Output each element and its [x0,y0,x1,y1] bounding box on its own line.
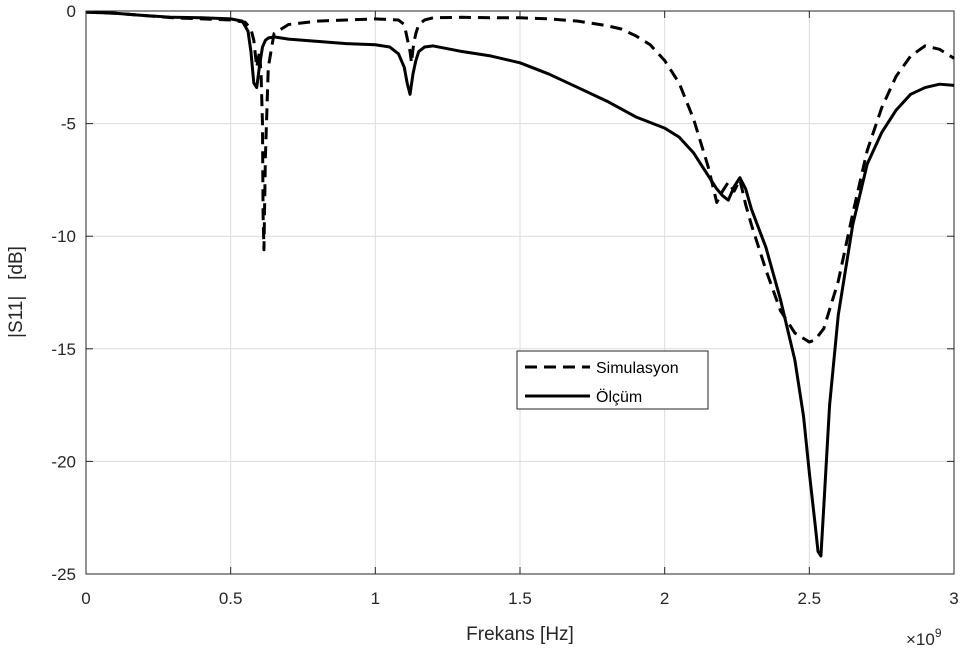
x-axis-label: Frekans [Hz] [466,624,574,645]
x-tick-label: 0 [81,589,90,608]
legend-label-olcum: Ölçüm [596,388,642,406]
y-tick-label: -20 [51,452,76,471]
x-axis-exponent-power: 9 [935,626,942,640]
x-axis-exponent: ×109 [906,626,942,649]
x-tick-label: 2.5 [798,589,822,608]
legend-box [516,350,709,410]
series-layer [85,10,955,558]
y-tick-label: -10 [51,227,76,246]
y-tick-label: -5 [61,115,76,134]
x-tick-label: 2 [660,589,669,608]
legend-label-simulasyon: Simulasyon [596,360,679,377]
y-tick-label: -15 [51,340,76,359]
x-axis-ticks: 0 0.5 1 1.5 2 2.5 3 [81,11,959,608]
series-line-simulasyon [85,10,955,344]
x-tick-label: 1 [371,589,380,608]
y-tick-label: 0 [67,2,76,21]
y-axis-ticks: 0 -5 -10 -15 -20 -25 [51,2,954,584]
x-axis-exponent-base: ×10 [906,630,935,649]
series-line-olcum [85,10,955,558]
y-tick-label: -25 [51,565,76,584]
x-tick-label: 1.5 [508,589,532,608]
y-axis-label: |S11| [dB] [6,246,27,338]
x-tick-label: 3 [949,589,958,608]
legend: Simulasyon Ölçüm [516,350,709,410]
x-tick-label: 0.5 [219,589,243,608]
